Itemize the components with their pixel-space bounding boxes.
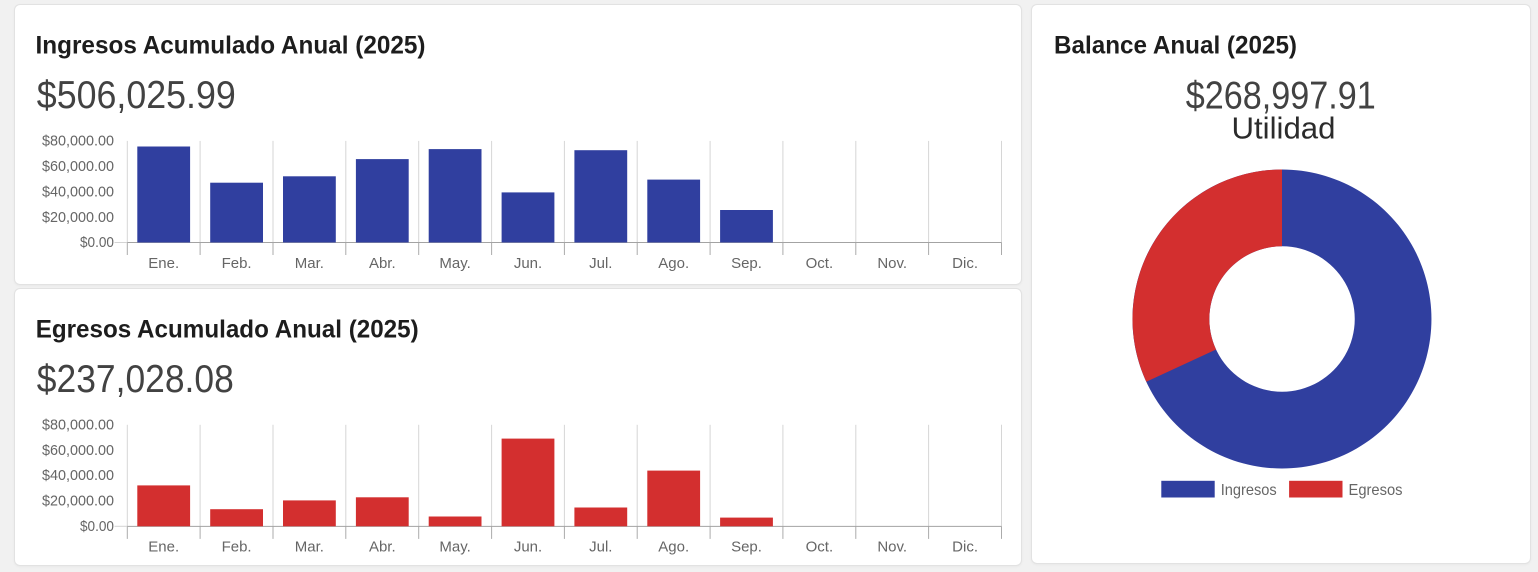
svg-text:May.: May. <box>439 539 470 556</box>
svg-text:Feb.: Feb. <box>222 539 252 556</box>
svg-text:Abr.: Abr. <box>369 255 396 272</box>
svg-text:Ingresos Acumulado Anual (2025: Ingresos Acumulado Anual (2025) <box>36 32 426 60</box>
svg-text:Oct.: Oct. <box>806 539 834 556</box>
svg-text:$20,000.00: $20,000.00 <box>42 209 114 226</box>
svg-text:Mar.: Mar. <box>295 539 324 556</box>
svg-text:Ago.: Ago. <box>658 255 689 272</box>
svg-text:$0.00: $0.00 <box>80 518 114 535</box>
svg-text:Egresos Acumulado Anual (2025): Egresos Acumulado Anual (2025) <box>36 316 419 344</box>
svg-text:$80,000.00: $80,000.00 <box>42 133 114 150</box>
svg-text:$60,000.00: $60,000.00 <box>42 442 114 459</box>
svg-text:$40,000.00: $40,000.00 <box>42 183 114 200</box>
svg-text:Jul.: Jul. <box>589 255 612 272</box>
svg-text:$506,025.99: $506,025.99 <box>37 74 236 117</box>
svg-text:Ene.: Ene. <box>148 539 179 556</box>
svg-text:Nov.: Nov. <box>877 255 907 272</box>
svg-text:Ago.: Ago. <box>658 539 689 556</box>
svg-text:Jul.: Jul. <box>589 539 612 556</box>
svg-text:$80,000.00: $80,000.00 <box>42 416 114 433</box>
svg-text:$40,000.00: $40,000.00 <box>42 467 114 484</box>
svg-text:Utilidad: Utilidad <box>1232 112 1336 146</box>
svg-text:Ene.: Ene. <box>148 255 179 272</box>
svg-text:Dic.: Dic. <box>952 255 978 272</box>
svg-text:Dic.: Dic. <box>952 539 978 556</box>
svg-text:Sep.: Sep. <box>731 255 762 272</box>
svg-text:Jun.: Jun. <box>514 539 542 556</box>
svg-text:$60,000.00: $60,000.00 <box>42 158 114 175</box>
svg-text:$268,997.91: $268,997.91 <box>1186 74 1376 117</box>
svg-text:Oct.: Oct. <box>806 255 834 272</box>
svg-text:Abr.: Abr. <box>369 539 396 556</box>
svg-text:$20,000.00: $20,000.00 <box>42 493 114 510</box>
svg-text:Feb.: Feb. <box>222 255 252 272</box>
svg-text:$237,028.08: $237,028.08 <box>37 358 234 401</box>
svg-text:$0.00: $0.00 <box>80 234 114 251</box>
svg-text:May.: May. <box>439 255 470 272</box>
svg-text:Nov.: Nov. <box>877 539 907 556</box>
svg-text:Mar.: Mar. <box>295 255 324 272</box>
svg-text:Jun.: Jun. <box>514 255 542 272</box>
svg-text:Sep.: Sep. <box>731 539 762 556</box>
svg-text:Balance Anual (2025): Balance Anual (2025) <box>1054 31 1297 59</box>
svg-text:Ingresos: Ingresos <box>1221 482 1277 499</box>
svg-text:Egresos: Egresos <box>1349 482 1403 499</box>
